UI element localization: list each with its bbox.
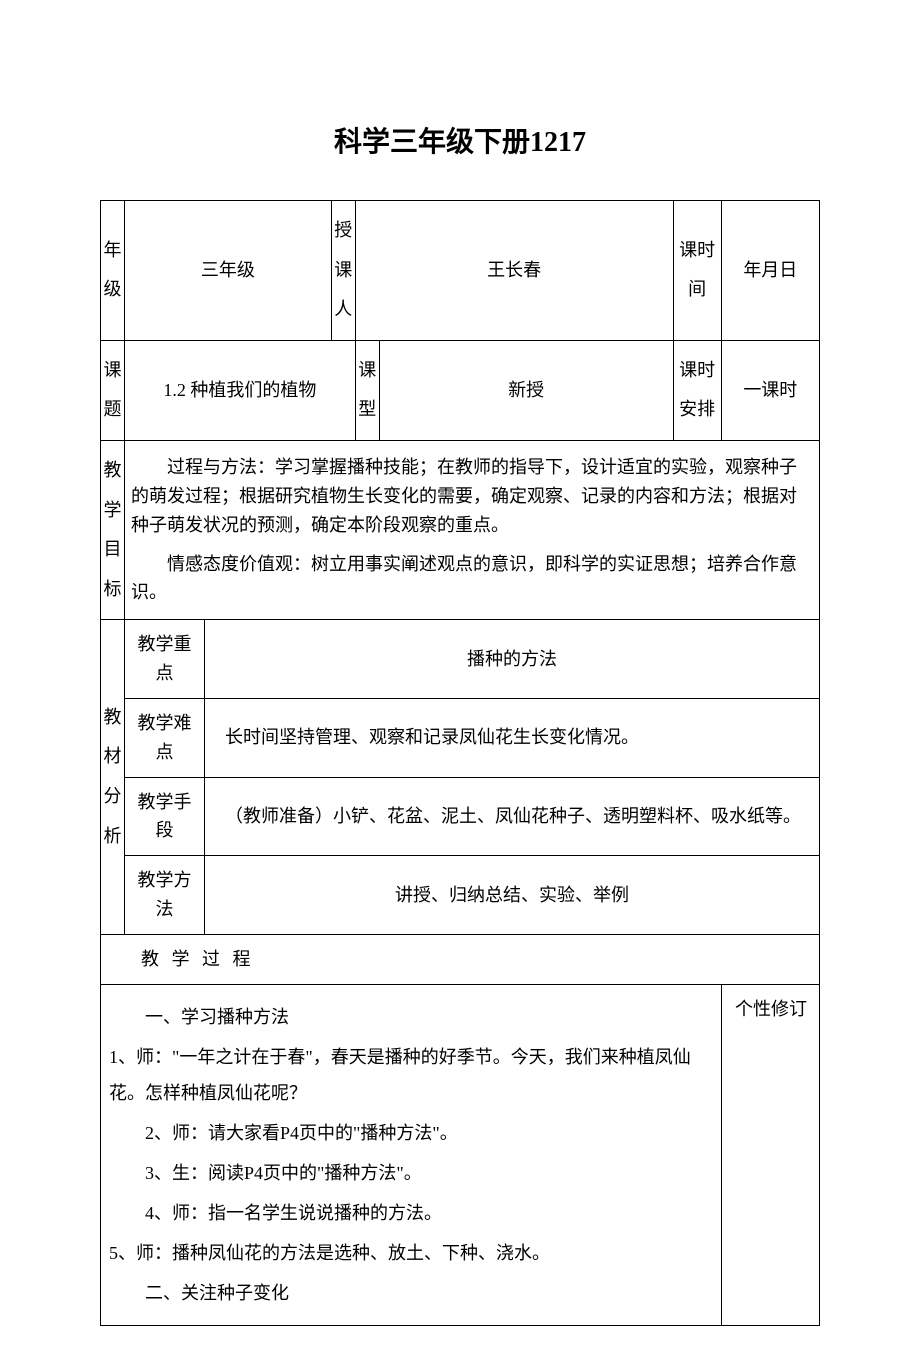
type-value: 新授 [379,340,673,440]
keypoint-label: 教学重点 [125,620,205,699]
topic-label: 课题 [101,340,125,440]
table-row: 教学手段 （教师准备）小铲、花盆、泥土、凤仙花种子、透明塑料杯、吸水纸等。 [101,777,820,856]
table-row: 一、学习播种方法 1、师："一年之计在于春"，春天是播种的好季节。今天，我们来种… [101,984,820,1325]
process-p3: 3、生：阅读P4页中的"播种方法"。 [109,1155,713,1191]
process-p2: 2、师：请大家看P4页中的"播种方法"。 [109,1115,713,1151]
objective-p1: 过程与方法：学习掌握播种技能；在教师的指导下，设计适宜的实验，观察种子的萌发过程… [131,453,813,539]
period-value: 一课时 [721,340,819,440]
table-row: 教 学 过 程 [101,934,820,984]
teacher-value: 王长春 [355,201,673,341]
process-p1: 1、师："一年之计在于春"，春天是播种的好季节。今天，我们来种植凤仙花。怎样种植… [109,1039,713,1111]
objective-content: 过程与方法：学习掌握播种技能；在教师的指导下，设计适宜的实验，观察种子的萌发过程… [125,440,820,619]
table-row: 教学难点 长时间坚持管理、观察和记录凤仙花生长变化情况。 [101,698,820,777]
topic-value: 1.2 种植我们的植物 [125,340,356,440]
teacher-label: 授课人 [331,201,355,341]
objective-p2: 情感态度价值观：树立用事实阐述观点的意识，即科学的实证思想；培养合作意识。 [131,550,813,608]
grade-value: 三年级 [125,201,332,341]
analysis-label: 教材分析 [101,620,125,934]
notes-label: 个性修订 [726,995,815,1024]
process-header: 教 学 过 程 [101,934,820,984]
table-row: 教学目标 过程与方法：学习掌握播种技能；在教师的指导下，设计适宜的实验，观察种子… [101,440,820,619]
process-h1: 一、学习播种方法 [109,999,713,1035]
process-content: 一、学习播种方法 1、师："一年之计在于春"，春天是播种的好季节。今天，我们来种… [101,984,722,1325]
process-p4: 4、师：指一名学生说说播种的方法。 [109,1195,713,1231]
table-row: 教材分析 教学重点 播种的方法 [101,620,820,699]
keypoint-value: 播种的方法 [205,620,820,699]
page-title: 科学三年级下册1217 [100,120,820,160]
grade-label: 年级 [101,201,125,341]
lesson-plan-table: 年级 三年级 授课人 王长春 课时间 年月日 课题 1.2 种植我们的植物 课型… [100,200,820,1326]
difficulty-label: 教学难点 [125,698,205,777]
process-h2: 二、关注种子变化 [109,1275,713,1311]
period-label: 课时安排 [673,340,721,440]
table-row: 年级 三年级 授课人 王长春 课时间 年月日 [101,201,820,341]
approach-value: 讲授、归纳总结、实验、举例 [205,856,820,935]
notes-column: 个性修订 [721,984,819,1325]
type-label: 课型 [355,340,379,440]
method-value: （教师准备）小铲、花盆、泥土、凤仙花种子、透明塑料杯、吸水纸等。 [205,777,820,856]
time-value: 年月日 [721,201,819,341]
table-row: 课题 1.2 种植我们的植物 课型 新授 课时安排 一课时 [101,340,820,440]
method-label: 教学手段 [125,777,205,856]
table-row: 教学方法 讲授、归纳总结、实验、举例 [101,856,820,935]
difficulty-value: 长时间坚持管理、观察和记录凤仙花生长变化情况。 [205,698,820,777]
time-label: 课时间 [673,201,721,341]
approach-label: 教学方法 [125,856,205,935]
objective-label: 教学目标 [101,440,125,619]
process-p5: 5、师：播种凤仙花的方法是选种、放土、下种、浇水。 [109,1235,713,1271]
